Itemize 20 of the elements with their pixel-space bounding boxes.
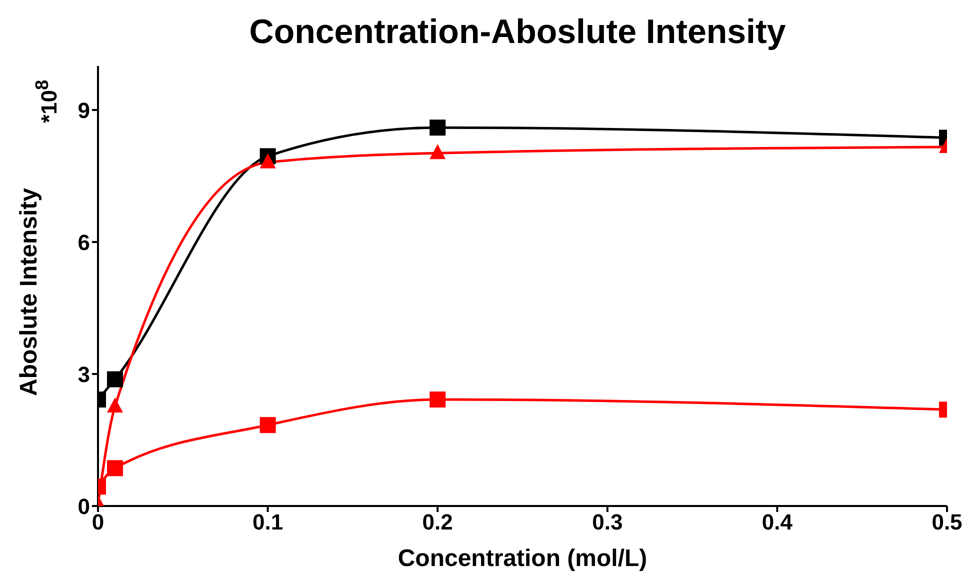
point bbox=[106, 398, 123, 413]
point bbox=[260, 417, 276, 434]
x-tick-label: 0.3 bbox=[592, 510, 623, 535]
y-tick-label: 0 bbox=[78, 494, 90, 519]
x-tick-label: 0.5 bbox=[932, 510, 962, 535]
point bbox=[106, 371, 123, 388]
y-tick-label: 6 bbox=[78, 230, 90, 255]
x-axis-title: Concentration (mol/L) bbox=[398, 545, 648, 572]
y-axis-title: Aboslute Intensity bbox=[16, 187, 43, 396]
x-tick-label: 0.1 bbox=[252, 510, 284, 535]
point bbox=[106, 460, 123, 476]
point bbox=[430, 120, 446, 136]
x-tick-label: 0.2 bbox=[422, 510, 453, 535]
point bbox=[430, 144, 446, 160]
y-tick-label: 3 bbox=[78, 362, 90, 387]
point bbox=[430, 392, 446, 408]
point bbox=[260, 153, 276, 168]
chart-title: Concentration-Aboslute Intensity bbox=[248, 12, 787, 53]
y-tick-label: 9 bbox=[78, 98, 90, 123]
x-tick-label: 0.4 bbox=[762, 510, 794, 535]
